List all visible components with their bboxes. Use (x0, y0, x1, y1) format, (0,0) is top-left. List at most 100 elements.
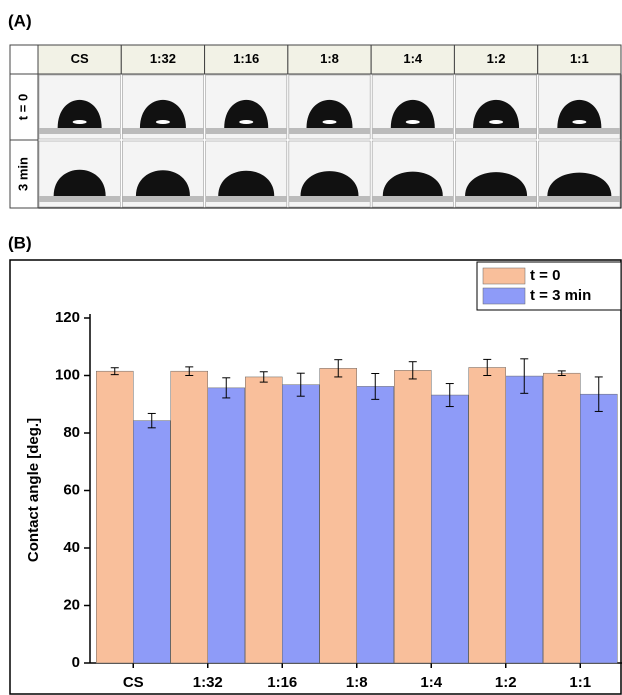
y-tick-label: 60 (63, 481, 80, 498)
column-header: 1:32 (150, 51, 176, 66)
bar (431, 394, 469, 664)
bar (282, 384, 320, 664)
error-bar (259, 371, 268, 383)
substrate (455, 128, 537, 134)
column-header: 1:2 (487, 51, 506, 66)
droplet-highlight (72, 120, 87, 124)
x-tick-label: 1:2 (495, 674, 517, 691)
droplet (465, 172, 528, 196)
error-bar (445, 383, 454, 408)
droplet-highlight (155, 120, 170, 124)
droplet (139, 99, 186, 128)
error-bar (594, 376, 603, 412)
droplet (547, 172, 612, 196)
droplet (390, 99, 435, 128)
bar (170, 370, 208, 664)
panel-label: (B) (8, 233, 32, 252)
bar (580, 393, 618, 664)
column-header: 1:4 (403, 51, 423, 66)
legend-swatch (482, 287, 526, 305)
bar (133, 420, 171, 664)
droplet (300, 171, 359, 196)
bar (207, 387, 245, 664)
substrate (538, 196, 620, 202)
droplet (135, 170, 190, 196)
substrate (288, 128, 371, 134)
y-tick-label: 80 (63, 424, 80, 441)
panel-frame (9, 259, 622, 695)
legend-swatch (482, 267, 526, 285)
bar (356, 386, 394, 664)
bar (319, 368, 357, 664)
substrate (538, 128, 620, 134)
header-cell (204, 44, 289, 75)
substrate (39, 128, 121, 134)
bar (245, 376, 283, 664)
header-cell (37, 44, 122, 75)
y-tick-label: 0 (72, 654, 80, 671)
substrate (205, 196, 287, 202)
droplet (53, 169, 106, 196)
legend-label: t = 0 (530, 267, 560, 284)
row-label-cell (9, 139, 39, 209)
bar (394, 370, 432, 664)
y-tick-label: 120 (55, 309, 80, 326)
x-tick-label: 1:1 (569, 674, 591, 691)
error-bar (296, 372, 305, 397)
x-tick-label: 1:16 (267, 674, 297, 691)
error-bar (185, 366, 194, 376)
substrate (39, 196, 121, 202)
droplet (218, 170, 275, 196)
column-header: 1:1 (570, 51, 589, 66)
y-tick-label: 100 (55, 366, 80, 383)
y-axis-title: Contact angle [deg.] (25, 418, 42, 562)
substrate (372, 128, 454, 134)
column-header: 1:16 (233, 51, 259, 66)
droplet-highlight (322, 120, 337, 124)
panel-label: (A) (8, 11, 32, 30)
x-tick-label: CS (123, 674, 144, 691)
bar (505, 375, 543, 664)
column-header: 1:8 (320, 51, 339, 66)
legend-label: t = 3 min (530, 287, 591, 304)
error-bar (520, 358, 529, 394)
substrate (205, 128, 287, 134)
error-bar (110, 367, 119, 376)
substrate (455, 196, 537, 202)
error-bar (408, 361, 417, 380)
bar (96, 370, 134, 664)
error-bar (557, 370, 566, 376)
bar (543, 372, 581, 664)
column-header: CS (71, 51, 89, 66)
substrate (122, 196, 204, 202)
row-label-cell (9, 73, 39, 141)
y-tick-label: 40 (63, 539, 80, 556)
substrate (288, 196, 371, 202)
row-label: t = 0 (15, 94, 30, 120)
droplet-highlight (405, 120, 420, 124)
droplet (57, 99, 102, 128)
x-tick-label: 1:32 (193, 674, 223, 691)
droplet (224, 99, 269, 128)
error-bar (334, 359, 343, 378)
droplet (473, 99, 520, 128)
substrate (122, 128, 204, 134)
x-tick-label: 1:4 (420, 674, 442, 691)
substrate (372, 196, 454, 202)
droplet (306, 99, 353, 128)
error-bar (483, 358, 492, 376)
row-label: 3 min (15, 157, 30, 191)
header-cell (537, 44, 622, 75)
corner-cell (9, 44, 39, 75)
droplet (382, 171, 443, 196)
header-cell (453, 44, 539, 75)
bar (468, 367, 506, 664)
error-bar (371, 372, 380, 400)
error-bar (222, 377, 231, 399)
droplet-highlight (572, 120, 587, 124)
y-tick-label: 20 (63, 596, 80, 613)
header-cell (120, 44, 206, 75)
droplet-highlight (489, 120, 504, 124)
droplet (557, 99, 602, 128)
